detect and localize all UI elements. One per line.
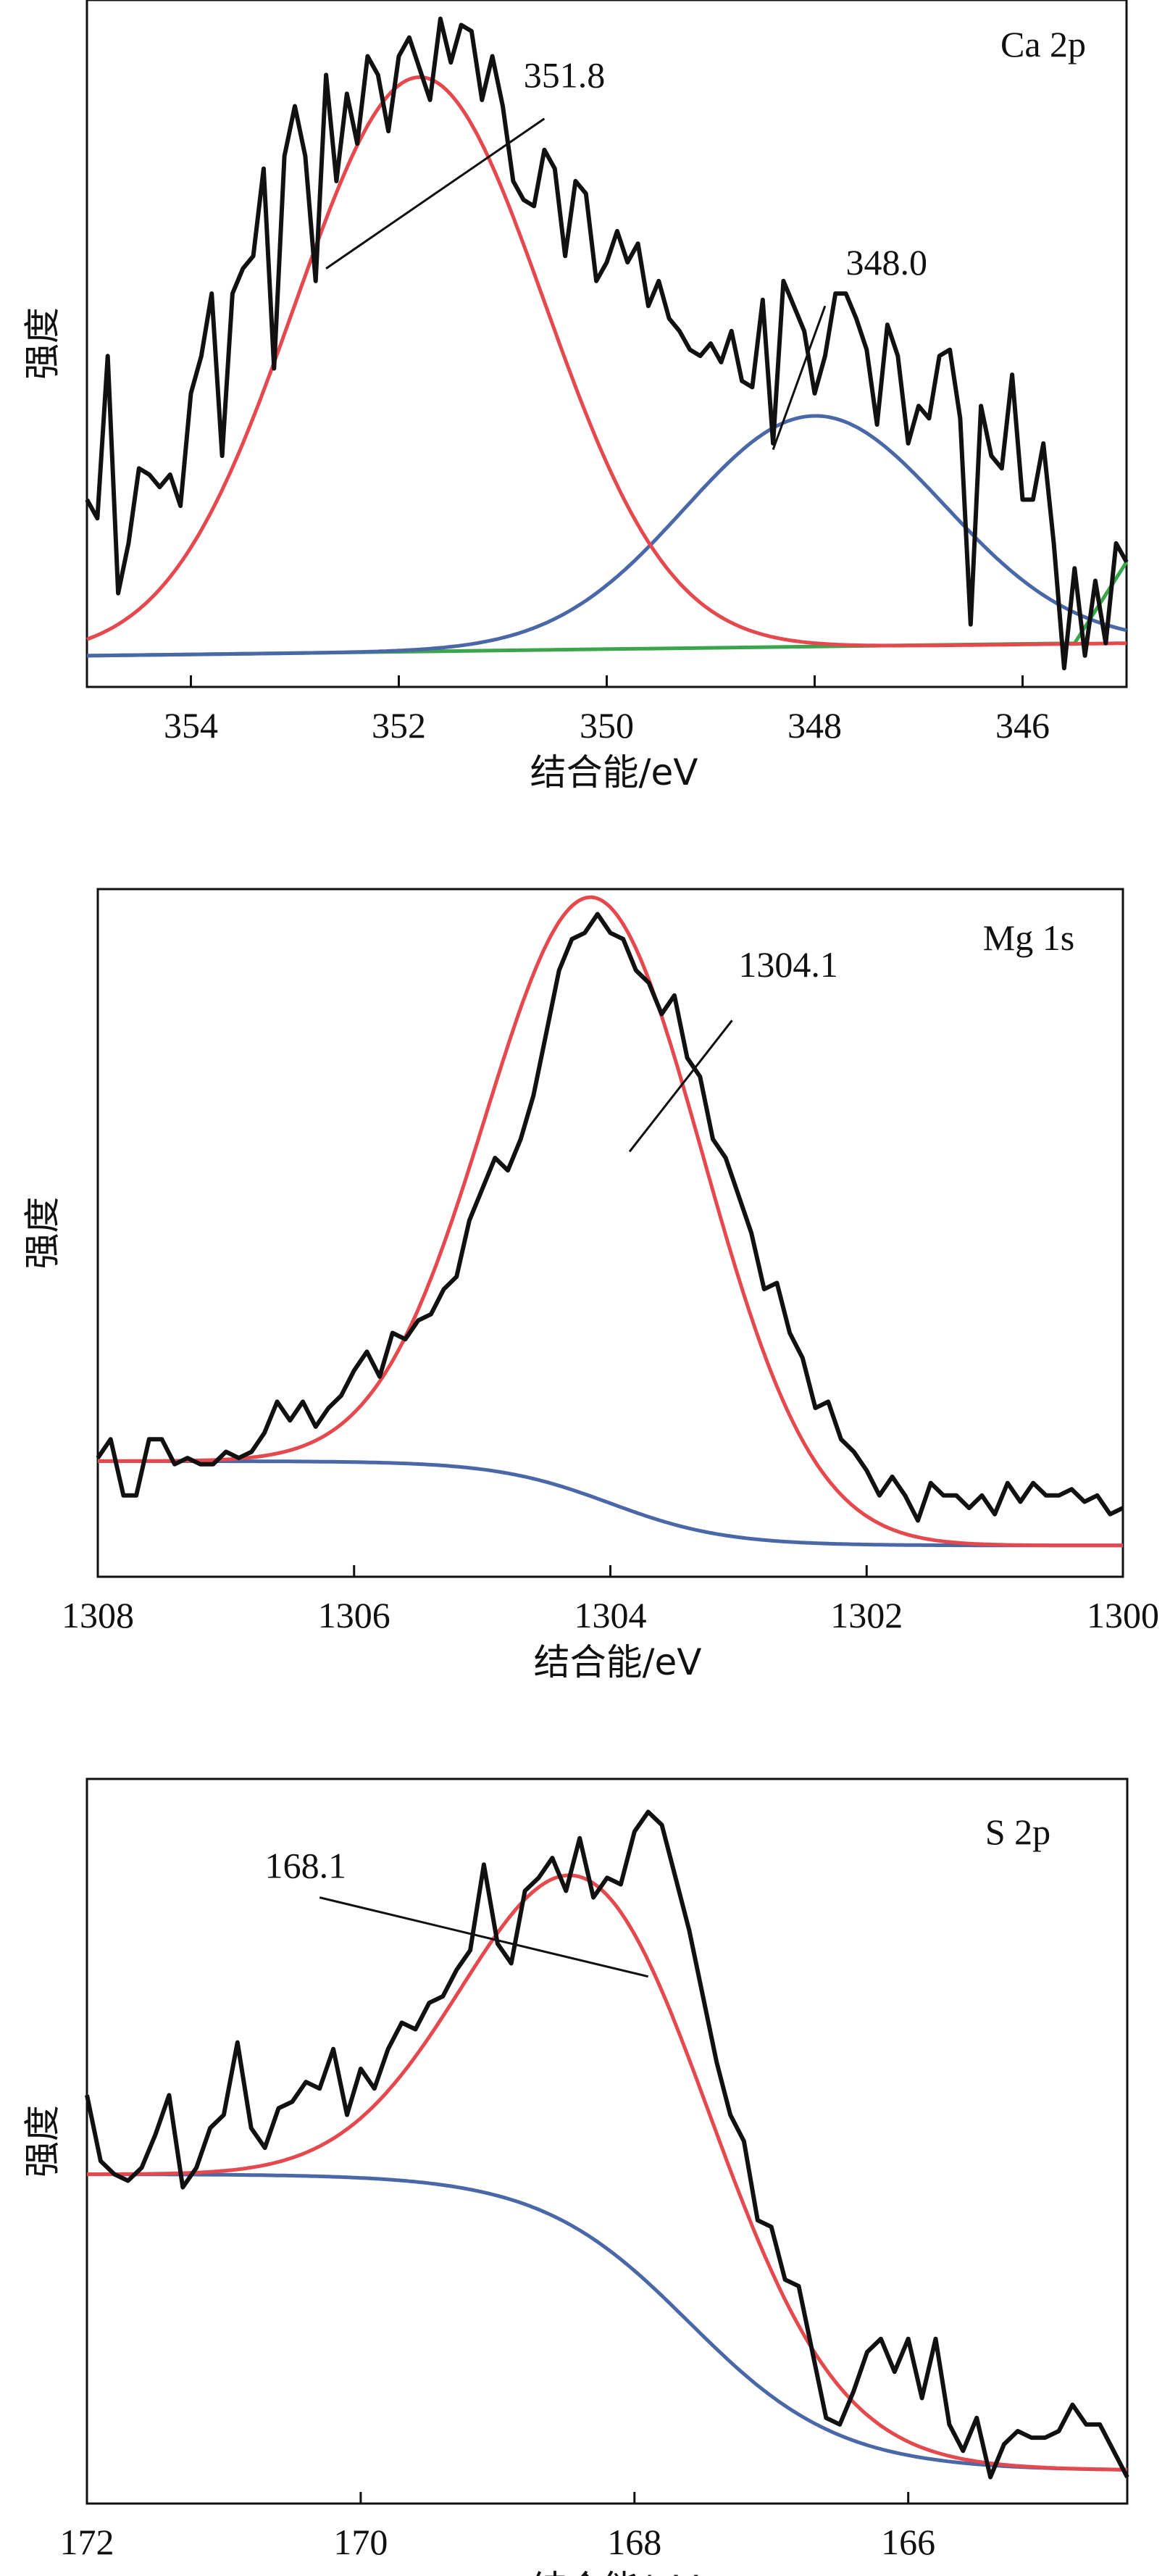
x-tick-label: 166 bbox=[881, 2522, 935, 2562]
x-tick-label: 168 bbox=[607, 2522, 661, 2562]
chart-panel-2: 1308 1306 1304 1302 1300 1304.1 Mg 1s 结合能/eV 强度 bbox=[22, 888, 1159, 1683]
x-tick-label: 352 bbox=[372, 705, 426, 746]
x-axis-label: 结合能/eV bbox=[530, 2568, 698, 2576]
chart-panel-1: 354 352 350 348 346 351.8 348.0 Ca 2p 结合能/eV 强度 bbox=[22, 0, 1129, 793]
x-tick-label: 1302 bbox=[830, 1595, 903, 1635]
x-tick-label: 172 bbox=[60, 2522, 114, 2562]
x-tick-label: 346 bbox=[995, 705, 1050, 746]
annotation-leader-line bbox=[319, 1896, 649, 1978]
annotation-label: 351.8 bbox=[524, 55, 606, 96]
series-component-line bbox=[98, 1459, 1123, 1548]
series-fit-line bbox=[98, 895, 1123, 1548]
y-axis-label: 强度 bbox=[22, 2105, 64, 2177]
x-axis-label: 结合能/eV bbox=[534, 1641, 702, 1683]
series-raw-line bbox=[96, 912, 1124, 1523]
x-tick-label: 170 bbox=[333, 2522, 388, 2562]
y-axis-label: 强度 bbox=[22, 1197, 64, 1270]
panel-title: Mg 1s bbox=[983, 917, 1074, 958]
annotation-leader-line bbox=[628, 1020, 733, 1153]
plot-frame bbox=[85, 1777, 1129, 2505]
x-tick-label: 1306 bbox=[318, 1595, 390, 1635]
series-fit-line bbox=[87, 1873, 1128, 2472]
chart-panel-3: 172 170 168 166 168.1 S 2p 结合能/eV 强度 bbox=[22, 1777, 1129, 2576]
plot-frame bbox=[96, 888, 1124, 1578]
panel-title: S 2p bbox=[985, 1812, 1050, 1852]
x-tick-label: 348 bbox=[787, 705, 842, 746]
annotation-label: 348.0 bbox=[846, 242, 928, 283]
x-tick-label: 354 bbox=[164, 705, 218, 746]
panel-title: Ca 2p bbox=[1000, 24, 1086, 64]
series-raw-line bbox=[85, 16, 1129, 671]
series-fit-line bbox=[86, 75, 1127, 648]
x-tick-label: 1304 bbox=[574, 1595, 647, 1635]
series-component-line bbox=[87, 414, 1127, 658]
annotation-label: 1304.1 bbox=[738, 944, 838, 985]
series-raw-line bbox=[85, 1809, 1129, 2480]
x-tick-label: 1300 bbox=[1087, 1595, 1159, 1635]
x-tick-label: 350 bbox=[580, 705, 634, 746]
annotation-leader-line bbox=[325, 117, 546, 270]
series-component-line bbox=[87, 2172, 1127, 2472]
x-axis-label: 结合能/eV bbox=[530, 751, 698, 793]
x-tick-label: 1308 bbox=[62, 1595, 134, 1635]
annotation-leader-line bbox=[772, 305, 827, 451]
y-axis-label: 强度 bbox=[22, 307, 64, 380]
annotation-label: 168.1 bbox=[265, 1845, 347, 1885]
